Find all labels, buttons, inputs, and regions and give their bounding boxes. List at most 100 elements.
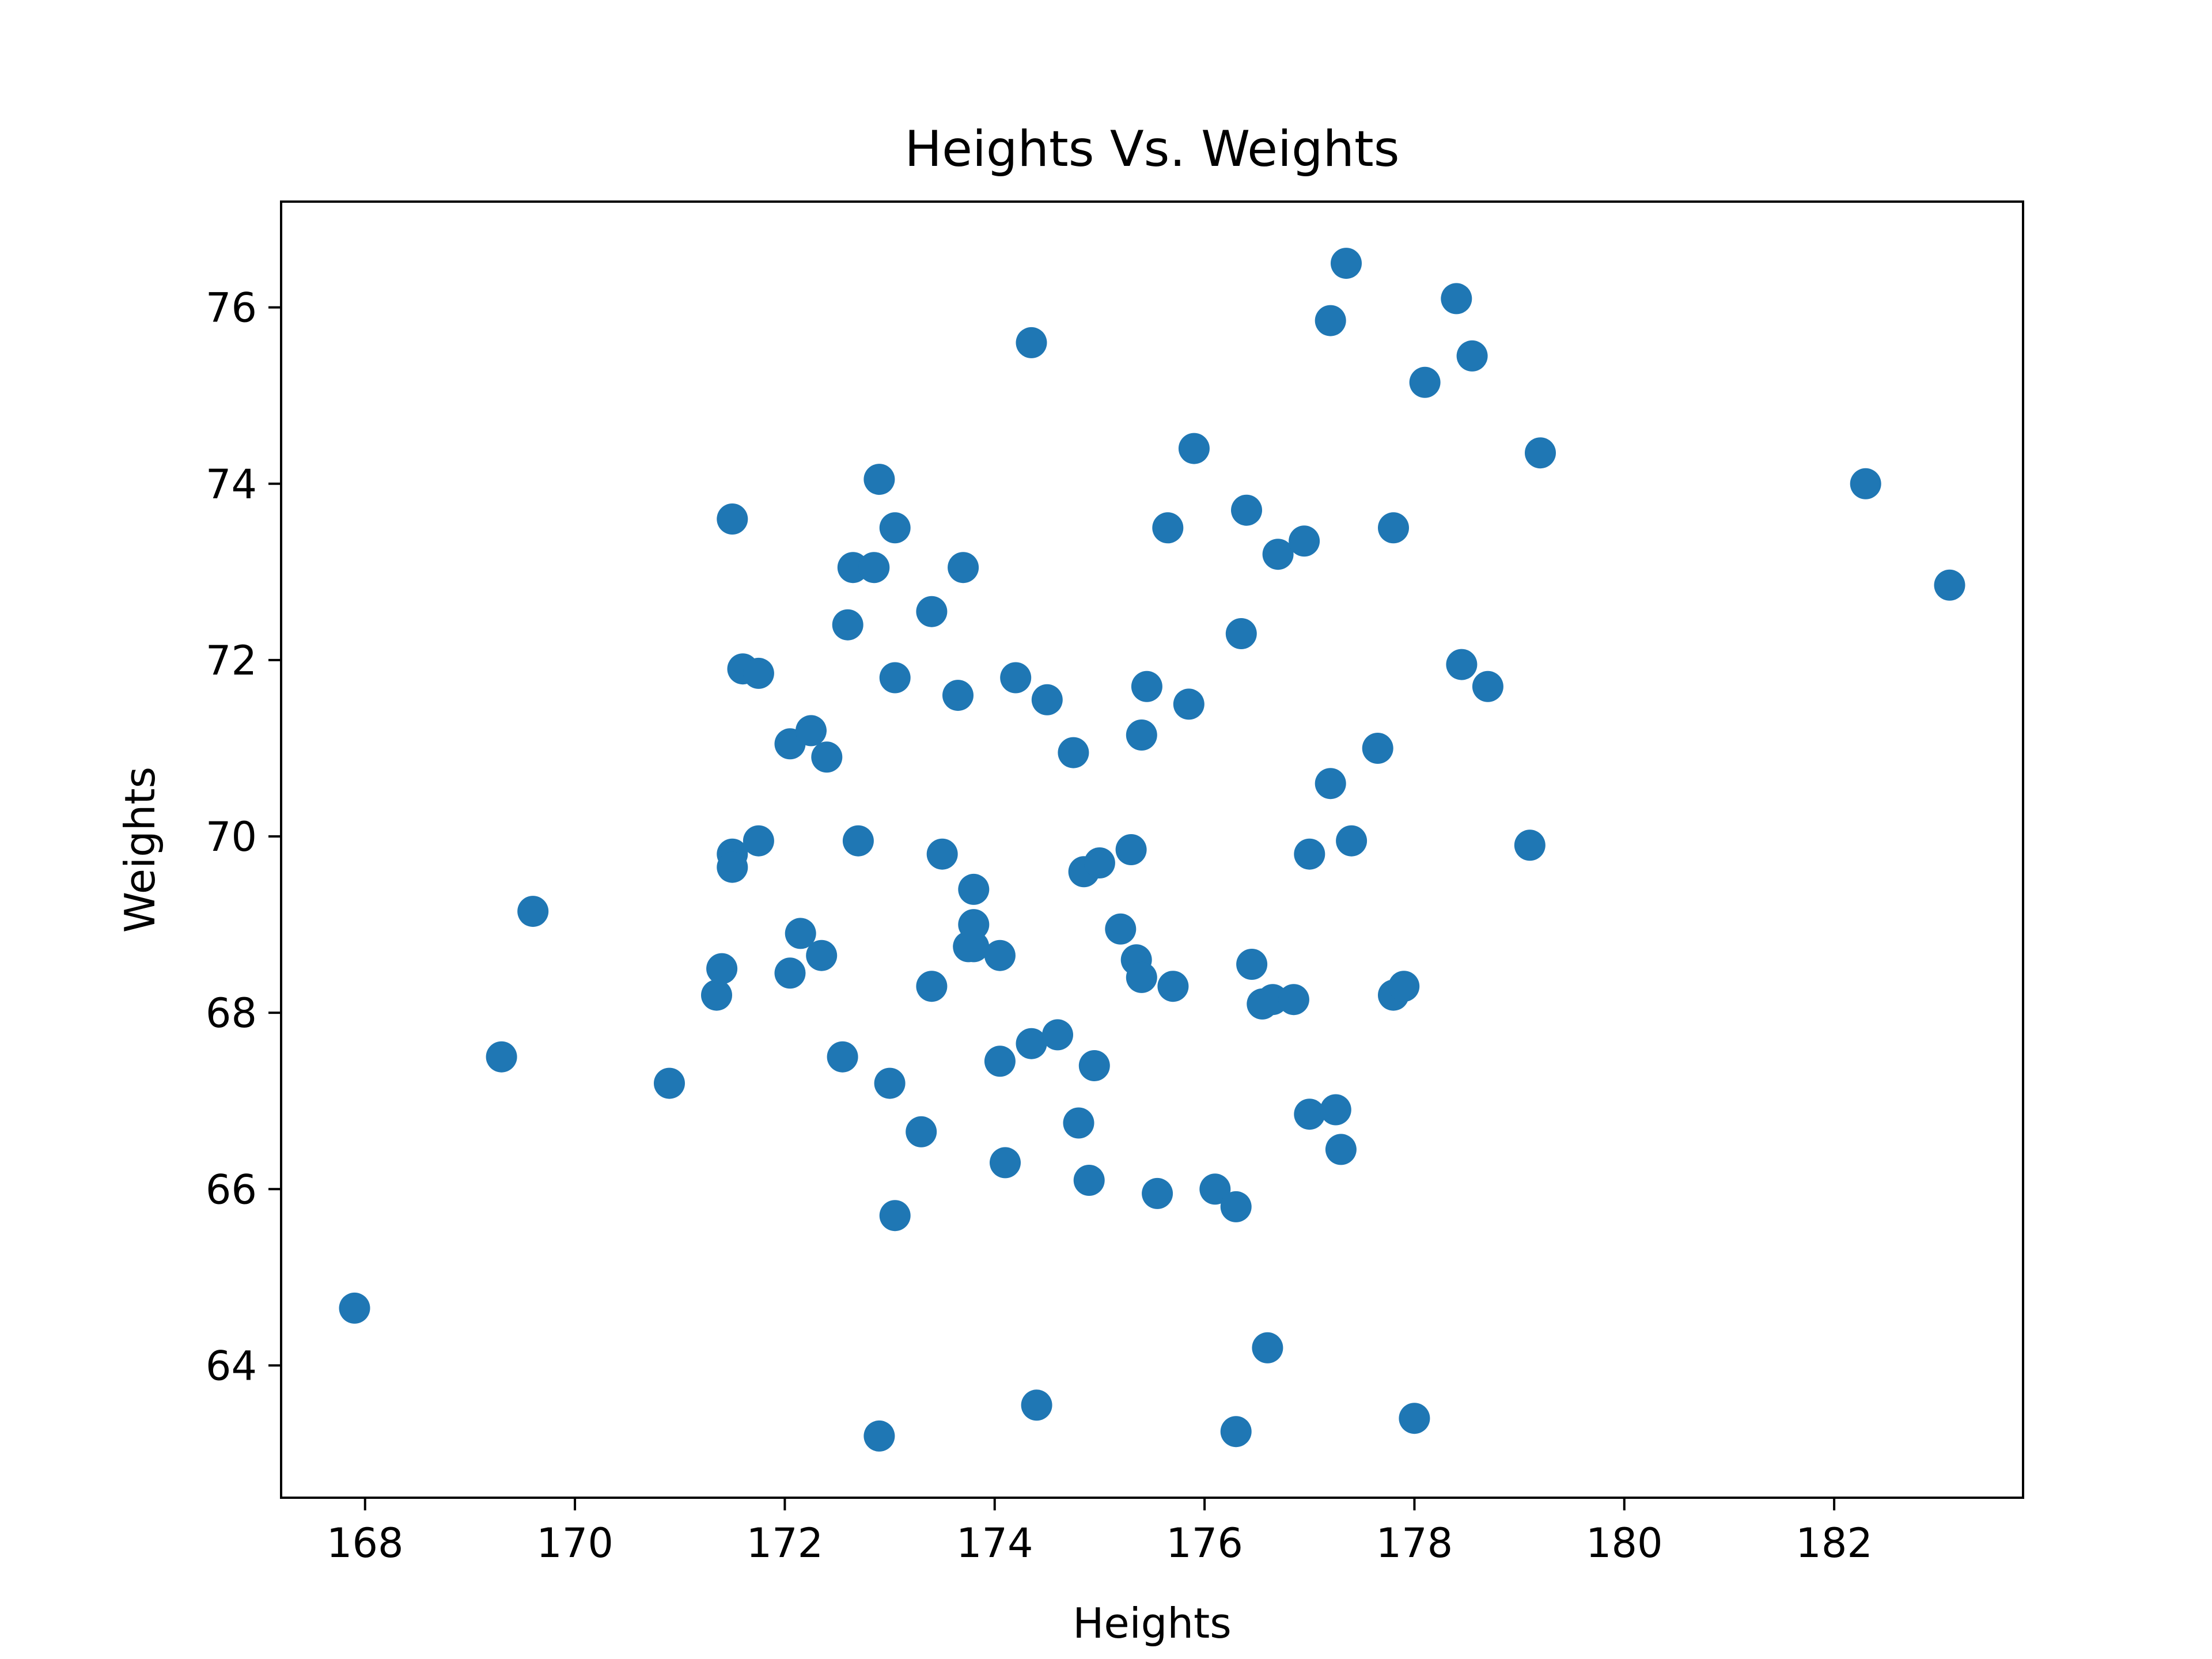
x-tick-label: 178 xyxy=(1376,1520,1453,1567)
x-tick-label: 168 xyxy=(327,1520,404,1567)
data-point xyxy=(785,918,816,949)
data-point xyxy=(1315,768,1346,800)
data-point xyxy=(1362,733,1393,764)
data-point xyxy=(717,503,748,535)
data-point xyxy=(743,657,774,689)
data-point xyxy=(842,825,874,857)
data-point xyxy=(906,1116,937,1147)
x-tick-label: 176 xyxy=(1166,1520,1243,1567)
data-point xyxy=(858,552,890,584)
data-point xyxy=(717,851,748,883)
data-point xyxy=(811,741,843,773)
data-point xyxy=(1016,327,1047,358)
x-axis-ticks: 168 170 172 174 176 178 180 182 xyxy=(327,1498,1873,1567)
data-point xyxy=(1021,1389,1052,1421)
data-point xyxy=(1850,468,1881,499)
data-point xyxy=(1157,971,1189,1002)
data-point xyxy=(863,1420,895,1452)
data-point xyxy=(827,1041,858,1073)
data-point xyxy=(1289,525,1320,557)
data-point xyxy=(486,1041,517,1073)
data-point xyxy=(942,680,974,711)
data-point xyxy=(1378,512,1409,544)
data-point xyxy=(1042,1019,1073,1051)
data-point xyxy=(1115,834,1147,865)
data-point xyxy=(1063,1107,1094,1139)
data-point xyxy=(743,825,774,857)
data-point xyxy=(916,596,948,627)
data-point xyxy=(1320,1094,1351,1126)
data-point xyxy=(1441,283,1472,315)
data-point xyxy=(1446,649,1478,680)
data-point xyxy=(1173,688,1205,720)
data-point xyxy=(984,940,1016,971)
data-point xyxy=(1514,830,1546,861)
data-point xyxy=(879,512,911,544)
data-point xyxy=(1294,1099,1325,1130)
y-tick-label: 66 xyxy=(206,1166,257,1213)
chart-title: Heights Vs. Weights xyxy=(904,120,1399,178)
data-point xyxy=(1262,539,1294,570)
data-point xyxy=(1131,671,1162,702)
data-point xyxy=(1152,512,1184,544)
data-point xyxy=(1252,1332,1283,1363)
data-point xyxy=(874,1067,906,1099)
y-axis-ticks: 64 66 68 70 72 74 76 xyxy=(206,285,281,1389)
data-point xyxy=(990,1147,1021,1179)
data-point xyxy=(1409,366,1441,398)
plot-frame xyxy=(280,200,2024,1499)
data-point xyxy=(339,1292,370,1324)
x-axis-label: Heights xyxy=(1073,1599,1232,1647)
data-point xyxy=(916,971,948,1002)
data-point xyxy=(1388,971,1420,1002)
data-point xyxy=(1078,1050,1110,1081)
y-tick-label: 64 xyxy=(206,1342,257,1389)
x-tick-label: 174 xyxy=(956,1520,1033,1567)
x-tick-label: 182 xyxy=(1796,1520,1873,1567)
data-point xyxy=(701,979,732,1011)
data-point xyxy=(1084,847,1115,878)
data-point xyxy=(1472,671,1503,702)
data-point xyxy=(926,838,958,870)
data-point xyxy=(1325,1134,1357,1165)
data-point xyxy=(1525,437,1556,469)
data-point xyxy=(1231,494,1262,526)
data-point xyxy=(984,1046,1016,1077)
data-point xyxy=(654,1067,685,1099)
data-point xyxy=(958,873,990,905)
data-point xyxy=(1220,1416,1252,1448)
data-point xyxy=(1000,662,1032,694)
data-point xyxy=(1336,825,1368,857)
y-axis-label: Weights xyxy=(116,767,164,933)
data-point xyxy=(1236,949,1268,980)
data-point xyxy=(706,953,738,984)
y-tick-label: 68 xyxy=(206,990,257,1037)
data-point xyxy=(1105,913,1137,945)
data-point xyxy=(517,896,549,927)
data-point xyxy=(1126,961,1157,993)
y-tick-label: 72 xyxy=(206,637,257,684)
y-tick-label: 70 xyxy=(206,813,257,861)
y-tick-label: 74 xyxy=(206,461,257,508)
data-point xyxy=(948,552,979,584)
data-point xyxy=(863,464,895,495)
data-points xyxy=(339,248,1965,1452)
data-point xyxy=(1142,1177,1173,1209)
data-point xyxy=(1315,305,1346,336)
data-point xyxy=(879,662,911,694)
data-point xyxy=(1294,838,1325,870)
data-point xyxy=(1331,248,1362,279)
data-point xyxy=(958,909,990,941)
data-point xyxy=(1073,1165,1105,1196)
y-tick-label: 76 xyxy=(206,285,257,332)
data-point xyxy=(1058,737,1089,768)
data-point xyxy=(1031,684,1063,715)
data-point xyxy=(1178,433,1210,464)
x-tick-label: 180 xyxy=(1586,1520,1663,1567)
data-point xyxy=(1456,340,1488,372)
data-point xyxy=(1934,569,1965,601)
data-point xyxy=(1220,1191,1252,1222)
data-point xyxy=(879,1200,911,1232)
